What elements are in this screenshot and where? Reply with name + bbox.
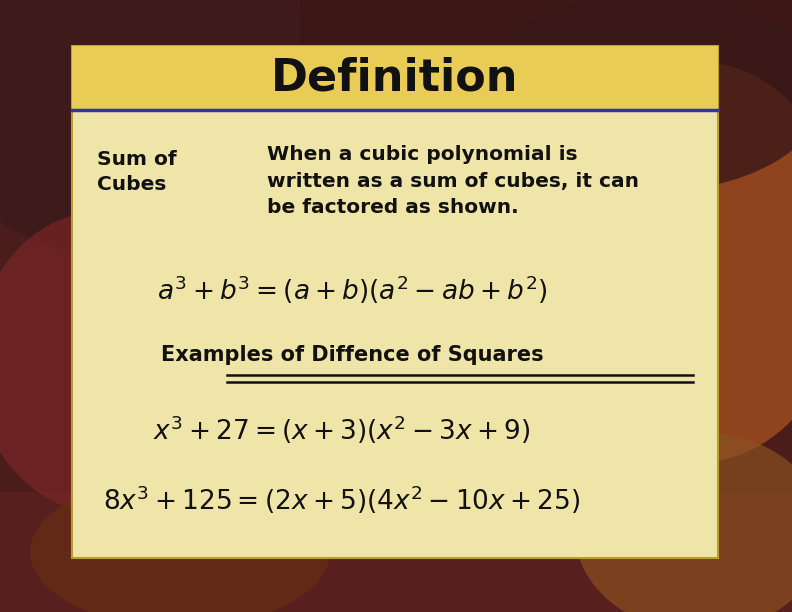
Text: Examples of Diffence of Squares: Examples of Diffence of Squares: [161, 345, 543, 365]
Ellipse shape: [0, 0, 320, 257]
Bar: [300, 0, 792, 132]
Ellipse shape: [550, 62, 792, 462]
Text: $8\mathit{x}^3+125=(2\mathit{x}+5)(4\mathit{x}^2-10\mathit{x}+25)$: $8\mathit{x}^3+125=(2\mathit{x}+5)(4\mat…: [104, 483, 581, 517]
Bar: [0, 492, 792, 612]
FancyBboxPatch shape: [72, 46, 718, 558]
Ellipse shape: [575, 432, 792, 612]
Bar: [72, 46, 718, 110]
Text: $\mathit{x}^3+27=(\mathit{x}+3)(\mathit{x}^2-3\mathit{x}+9)$: $\mathit{x}^3+27=(\mathit{x}+3)(\mathit{…: [154, 414, 531, 446]
Text: Definition: Definition: [271, 56, 519, 100]
Text: Sum of
Cubes: Sum of Cubes: [97, 150, 177, 194]
Ellipse shape: [30, 477, 330, 612]
Text: $\mathit{a}^3+\mathit{b}^3=(\mathit{a}+\mathit{b})(\mathit{a}^2-\mathit{ab}+\mat: $\mathit{a}^3+\mathit{b}^3=(\mathit{a}+\…: [157, 274, 547, 306]
Text: When a cubic polynomial is
written as a sum of cubes, it can
be factored as show: When a cubic polynomial is written as a …: [267, 145, 639, 217]
Ellipse shape: [475, 0, 792, 192]
Ellipse shape: [0, 212, 225, 512]
